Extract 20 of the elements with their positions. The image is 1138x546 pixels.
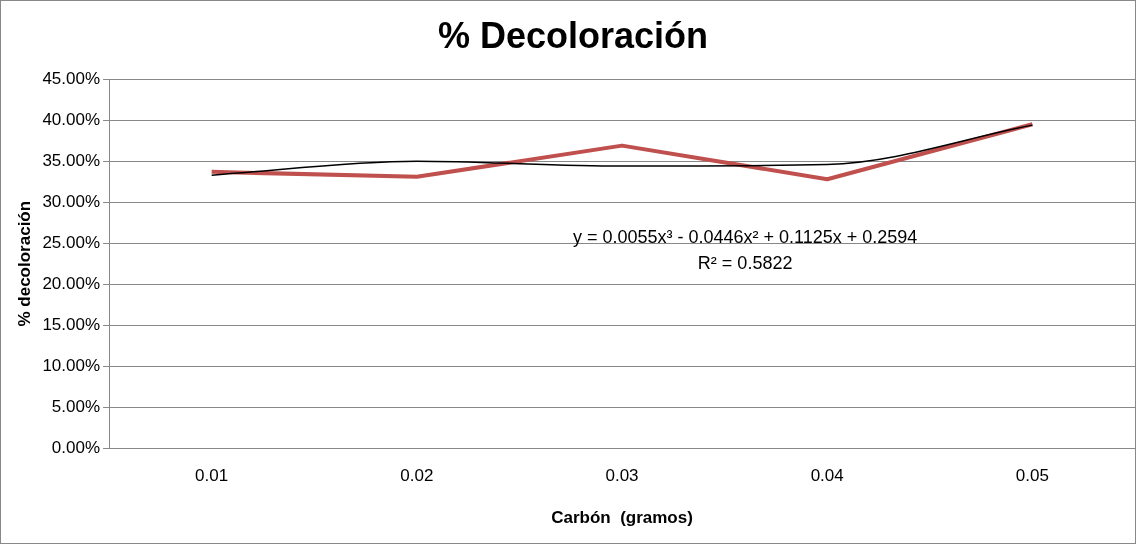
y-tick-label: 0.00% [51,437,101,457]
y-axis-title: % decoloración [14,200,34,327]
x-axis-title: Carbón (gramos) [551,508,693,528]
y-tick-label: 30.00% [42,191,101,211]
annotation: y = 0.0055x³ - 0.0446x² + 0.1125x + 0.2594 [572,226,918,247]
x-tick-label: 0.04 [810,466,844,486]
y-tick-label: 15.00% [42,314,101,334]
x-tick-label: 0.03 [605,466,639,486]
annotation: R² = 0.5822 [697,252,793,273]
y-tick-label: 5.00% [51,396,101,416]
y-tick-label: 25.00% [42,232,101,252]
x-tick-label: 0.01 [195,466,229,486]
y-tick-label: 10.00% [42,355,101,375]
y-tick-label: 20.00% [42,273,101,293]
y-tick-label: 45.00% [42,68,101,88]
y-tick-label: 40.00% [42,109,101,129]
y-tick-label: 35.00% [42,150,101,170]
x-tick-label: 0.05 [1015,466,1049,486]
chart-title: % Decoloración [437,14,709,56]
x-tick-label: 0.02 [400,466,434,486]
